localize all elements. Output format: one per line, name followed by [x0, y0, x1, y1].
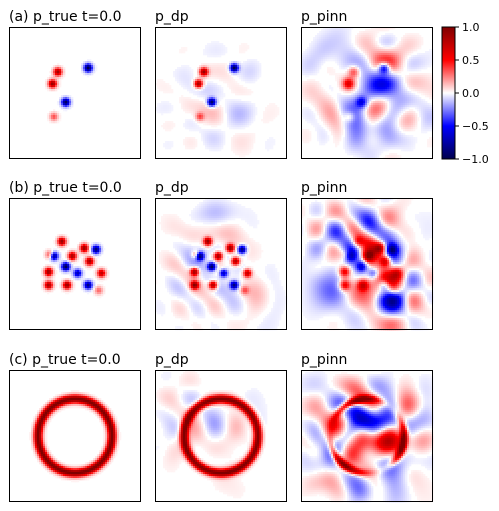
heatmap-panel-0-2: [301, 27, 434, 160]
colorbar: 1.0 0.5 0.0 −0.5 −1.0: [441, 21, 489, 166]
heatmap-panel-1-2: [301, 198, 434, 331]
panel-title-2-2: p_pinn: [301, 352, 347, 368]
panel-title-2-0: (c) p_true t=0.0: [9, 352, 121, 368]
panel-titles: (a) p_true t=0.0 p_dp p_pinn (b) p_true t=0…: [9, 9, 347, 368]
panel-title-1-2: p_pinn: [301, 180, 347, 196]
colorbar-tick-label: 1.0: [462, 21, 480, 34]
colorbar-tick-label: −1.0: [462, 153, 489, 166]
colorbar-tick-label: 0.0: [462, 87, 480, 100]
colorbar-ticks: 1.0 0.5 0.0 −0.5 −1.0: [455, 21, 489, 166]
heatmap-panel-2-1: [155, 370, 287, 502]
colorbar-gradient: [441, 26, 456, 160]
colorbar-tick-label: 0.5: [462, 54, 480, 67]
heatmap-panel-2-2: [301, 370, 434, 503]
colorbar-tick-label: −0.5: [462, 120, 489, 133]
heatmap-panel-1-0: [9, 198, 141, 330]
panel-title-1-0: (b) p_true t=0.0: [9, 180, 122, 196]
heatmap-panel-2-0: [9, 370, 141, 502]
heatmap-panel-1-1: [155, 198, 288, 331]
panel-title-1-1: p_dp: [155, 180, 189, 196]
panel-title-2-1: p_dp: [155, 352, 189, 368]
heatmap-panel-0-1: [155, 27, 287, 159]
heatmap-panel-0-0: [9, 27, 141, 159]
heatmap-panels: [9, 27, 434, 503]
panel-title-0-2: p_pinn: [301, 9, 347, 25]
panel-title-0-0: (a) p_true t=0.0: [9, 9, 122, 25]
panel-title-0-1: p_dp: [155, 9, 189, 25]
